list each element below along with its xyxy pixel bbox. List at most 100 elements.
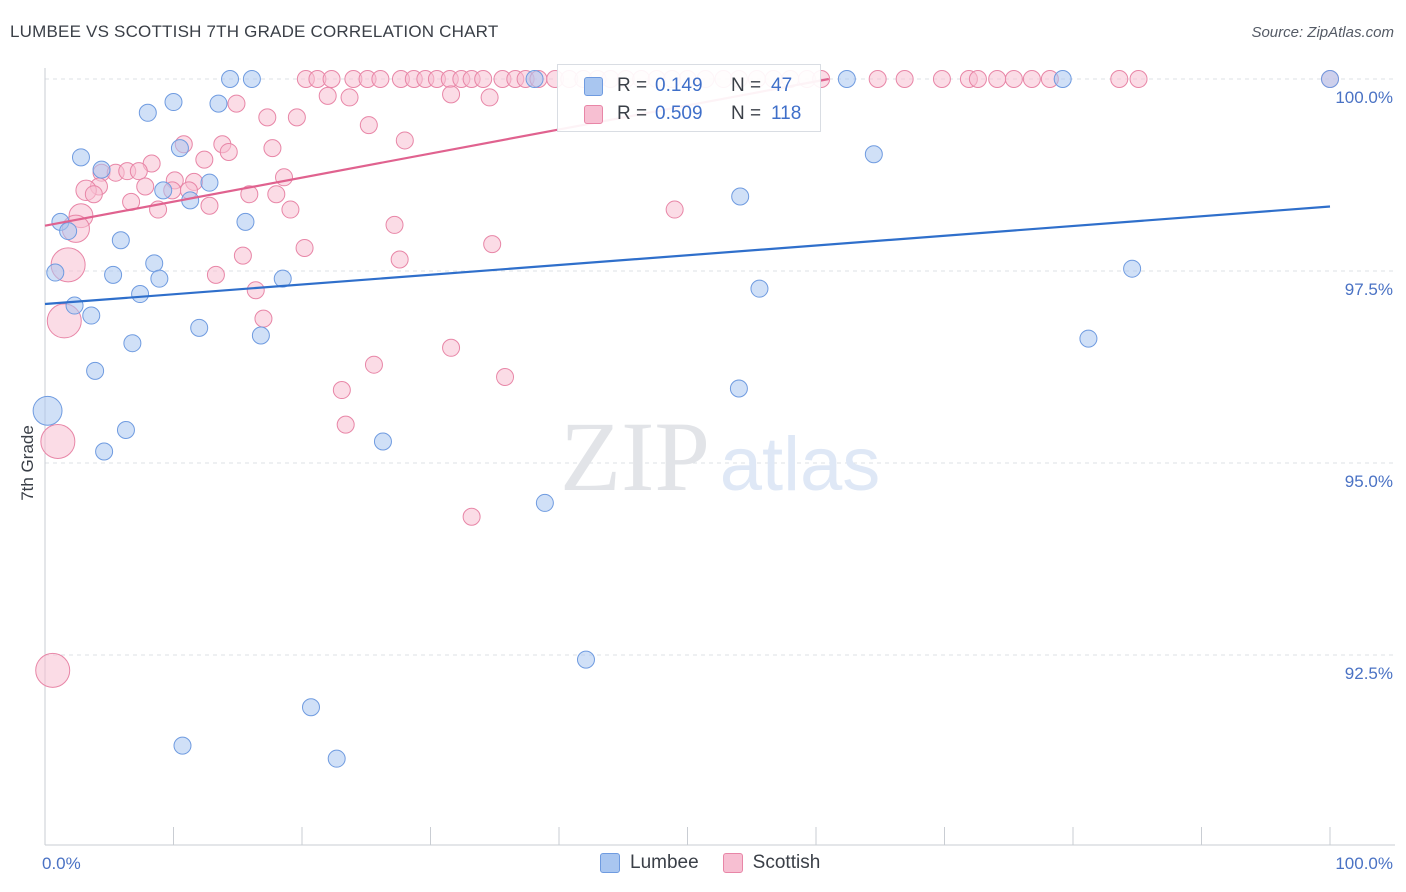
lumbee-point-4 bbox=[1053, 70, 1072, 88]
lumbee-point-41 bbox=[535, 493, 554, 512]
lumbee-point-44 bbox=[173, 736, 192, 755]
scottish-point-53 bbox=[258, 108, 277, 127]
lumbee-point-40 bbox=[95, 442, 114, 461]
legend-swatch-scottish bbox=[722, 853, 743, 873]
lumbee-point-24 bbox=[150, 269, 169, 288]
legend-row-scottish: R = 0.509 N = 118 bbox=[584, 101, 801, 127]
scottish-point-96 bbox=[364, 355, 383, 374]
lumbee-point-27 bbox=[750, 279, 769, 298]
scottish-point-36 bbox=[868, 70, 887, 88]
scottish-point-94 bbox=[254, 309, 273, 328]
scottish-point-101 bbox=[462, 507, 481, 526]
watermark: ZIP atlas bbox=[560, 401, 880, 512]
lumbee-point-19 bbox=[59, 222, 78, 241]
lumbee-point-10 bbox=[71, 148, 90, 167]
legend-r-value: 0.149 bbox=[655, 75, 703, 96]
scottish-point-40 bbox=[968, 70, 987, 88]
scottish-point-92 bbox=[246, 281, 265, 300]
scottish-point-98 bbox=[332, 381, 351, 400]
watermark-zip: ZIP bbox=[560, 401, 710, 512]
series-lumbee bbox=[32, 70, 1339, 768]
scottish-point-87 bbox=[295, 238, 314, 257]
lumbee-point-13 bbox=[200, 173, 219, 192]
bottom-legend: Lumbee Scottish bbox=[600, 852, 844, 874]
legend-label-lumbee: Lumbee bbox=[630, 852, 699, 873]
scottish-point-41 bbox=[988, 70, 1007, 88]
scottish-point-95 bbox=[442, 338, 461, 357]
scottish-point-42 bbox=[1004, 70, 1023, 88]
legend-item-scottish[interactable]: Scottish bbox=[722, 852, 820, 874]
gridlines bbox=[45, 78, 1395, 656]
tick-labels: 100.0% 97.5% 95.0% 92.5% 0.0% 100.0% bbox=[42, 88, 1393, 873]
lumbee-point-29 bbox=[65, 296, 84, 315]
scottish-point-71 bbox=[136, 177, 155, 196]
scottish-point-54 bbox=[287, 108, 306, 127]
lumbee-point-21 bbox=[145, 254, 164, 273]
lumbee-point-1 bbox=[242, 70, 261, 88]
scottish-point-86 bbox=[483, 235, 502, 254]
lumbee-point-5 bbox=[1321, 70, 1339, 88]
lumbee-point-22 bbox=[46, 263, 65, 282]
series-scottish bbox=[35, 70, 1339, 688]
lumbee-point-25 bbox=[273, 269, 292, 288]
scottish-point-52 bbox=[227, 94, 246, 113]
scottish-point-37 bbox=[895, 70, 914, 88]
x-tick-label-0: 0.0% bbox=[42, 854, 81, 873]
scottish-point-43 bbox=[1022, 70, 1041, 88]
scottish-point-49 bbox=[340, 88, 359, 107]
lumbee-point-45 bbox=[327, 749, 346, 768]
scottish-point-67 bbox=[275, 168, 294, 187]
chart-title: LUMBEE VS SCOTTISH 7TH GRADE CORRELATION… bbox=[10, 22, 499, 41]
lumbee-point-11 bbox=[864, 145, 883, 164]
lumbee-point-39 bbox=[373, 432, 392, 451]
scottish-point-5 bbox=[371, 70, 390, 88]
lumbee-point-38 bbox=[116, 420, 135, 439]
legend-swatch-lumbee bbox=[600, 853, 620, 873]
lumbee-point-14 bbox=[154, 181, 173, 200]
scottish-point-99 bbox=[336, 415, 355, 434]
lumbee-point-36 bbox=[729, 379, 748, 398]
lumbee-point-3 bbox=[837, 70, 856, 88]
lumbee-point-12 bbox=[92, 160, 111, 179]
scottish-point-75 bbox=[84, 185, 103, 204]
legend-n-value: 47 bbox=[771, 75, 793, 96]
legend-n-label: N = bbox=[731, 75, 762, 96]
scottish-point-51 bbox=[480, 88, 499, 107]
scottish-point-59 bbox=[263, 139, 282, 158]
scottish-point-79 bbox=[200, 196, 219, 215]
lumbee-point-31 bbox=[190, 318, 209, 337]
lumbee-point-28 bbox=[131, 285, 150, 304]
lumbee-point-9 bbox=[170, 139, 189, 158]
legend-stats: R = 0.149 N = 47 R = 0.509 N = 118 bbox=[557, 64, 821, 132]
lumbee-point-23 bbox=[104, 265, 123, 284]
lumbee-point-8 bbox=[138, 103, 157, 122]
scottish-point-60 bbox=[219, 142, 238, 161]
scottish-point-76 bbox=[240, 185, 259, 204]
lumbee-point-26 bbox=[1123, 259, 1142, 278]
y-tick-label-1: 97.5% bbox=[1345, 280, 1393, 299]
scottish-point-91 bbox=[206, 265, 225, 284]
scottish-point-84 bbox=[385, 215, 404, 234]
lumbee-point-30 bbox=[82, 306, 101, 325]
lumbee-point-20 bbox=[111, 231, 130, 250]
lumbee-point-7 bbox=[209, 94, 228, 113]
lumbee-point-0 bbox=[221, 70, 240, 88]
lumbee-point-35 bbox=[86, 361, 105, 380]
scottish-point-50 bbox=[442, 85, 461, 104]
chart-source: Source: ZipAtlas.com bbox=[1251, 24, 1394, 41]
scottish-point-46 bbox=[1129, 70, 1148, 88]
legend-item-lumbee[interactable]: Lumbee bbox=[600, 852, 699, 874]
x-tick-label-1: 100.0% bbox=[1335, 854, 1393, 873]
scottish-point-102 bbox=[35, 652, 71, 688]
scottish-point-100 bbox=[40, 423, 76, 459]
axes bbox=[44, 68, 1395, 846]
legend-row-lumbee: R = 0.149 N = 47 bbox=[584, 73, 792, 99]
y-tick-label-3: 92.5% bbox=[1345, 664, 1393, 683]
legend-n-label: N = bbox=[731, 103, 762, 124]
scottish-point-82 bbox=[281, 200, 300, 219]
scottish-point-55 bbox=[359, 116, 378, 135]
scottish-point-38 bbox=[932, 70, 951, 88]
scottish-point-97 bbox=[496, 367, 515, 386]
y-tick-label-2: 95.0% bbox=[1345, 472, 1393, 491]
lumbee-point-6 bbox=[164, 93, 183, 112]
